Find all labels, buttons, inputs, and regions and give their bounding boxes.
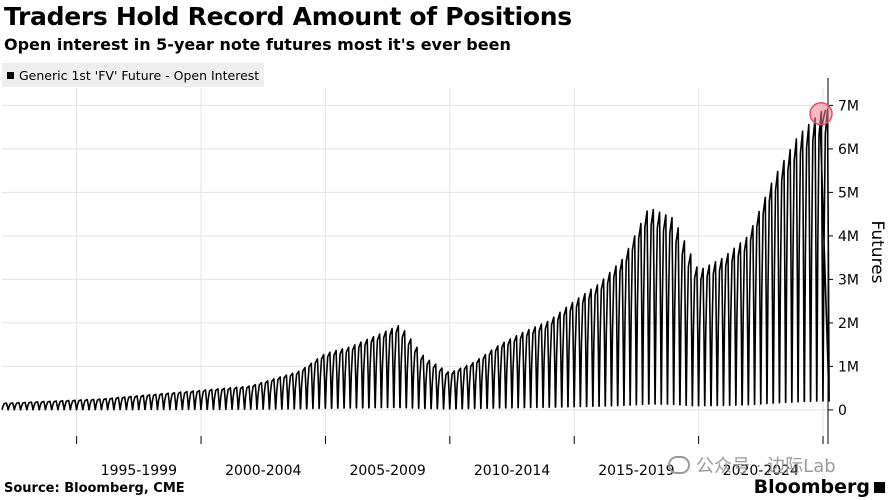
y-tick-label: 5M (838, 185, 859, 201)
y-axis-label: Futures (867, 221, 887, 284)
x-tick-label: 2020-2024 (723, 463, 799, 479)
watermark: 公众号 · 边际Lab (668, 452, 836, 478)
y-tick-label: 6M (838, 142, 859, 158)
x-tick-label: 1995-1999 (101, 463, 177, 479)
y-tick-label: 1M (838, 359, 859, 375)
chart-title: Traders Hold Record Amount of Positions (4, 2, 572, 31)
legend-label: Generic 1st 'FV' Future - Open Interest (19, 67, 260, 83)
legend-swatch (7, 71, 14, 79)
chart-subtitle: Open interest in 5-year note futures mos… (4, 35, 511, 54)
peak-highlight-circle (809, 102, 833, 126)
y-tick-label: 3M (838, 272, 859, 288)
series-line-open-interest (1, 109, 830, 411)
source-note: Source: Bloomberg, CME (4, 481, 185, 496)
x-tick-label: 2000-2004 (225, 463, 301, 479)
y-tick-label: 7M (838, 98, 859, 114)
x-tick-label: 2010-2014 (474, 463, 550, 479)
y-tick-label: 2M (838, 316, 859, 332)
x-tick-label: 2015-2019 (598, 463, 674, 479)
y-tick-label: 4M (838, 229, 859, 245)
brand-name: Bloomberg (753, 476, 870, 498)
bloomberg-chart-icon (874, 481, 885, 493)
wechat-icon (668, 456, 690, 474)
legend: Generic 1st 'FV' Future - Open Interest (2, 63, 264, 87)
brand-logo: Bloomberg (754, 476, 885, 498)
x-tick-label: 2005-2009 (349, 463, 425, 479)
watermark-text: 公众号 · 边际Lab (696, 456, 836, 477)
y-tick-label: 0 (838, 403, 847, 419)
